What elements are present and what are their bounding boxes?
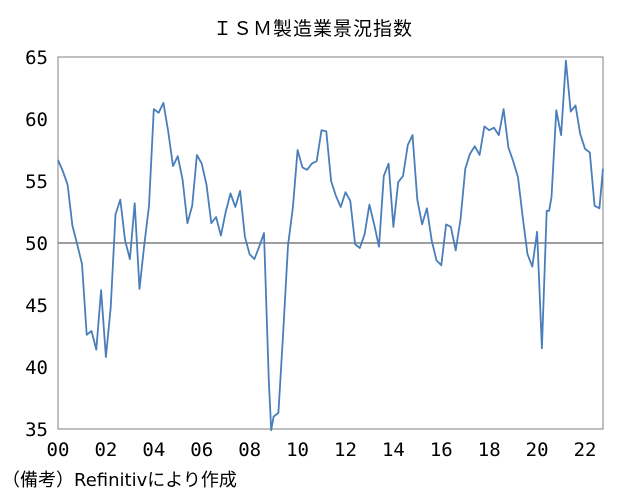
chart-title: ＩＳＭ製造業景況指数 [212,18,413,40]
y-tick-label: 35 [25,419,48,441]
x-tick-label: 04 [142,439,165,461]
x-tick-label: 06 [190,439,213,461]
series-line-0 [57,59,604,432]
x-tick-label: 22 [574,439,597,461]
y-tick-label: 50 [25,233,48,255]
y-tick-label: 45 [25,295,48,317]
y-tick-label: 65 [25,47,48,69]
y-tick-label: 55 [25,171,48,193]
y-tick-label: 40 [25,357,48,379]
x-tick-label: 14 [382,439,405,461]
x-tick-label: 08 [238,439,261,461]
x-tick-label: 10 [286,439,309,461]
x-tick-label: 02 [94,439,117,461]
x-tick-label: 16 [430,439,453,461]
x-tick-label: 20 [526,439,549,461]
x-tick-label: 18 [478,439,501,461]
x-tick-label: 00 [47,439,70,461]
source-note: （備考）Refinitivにより作成 [2,470,237,491]
x-tick-label: 12 [334,439,357,461]
y-tick-label: 60 [25,109,48,131]
